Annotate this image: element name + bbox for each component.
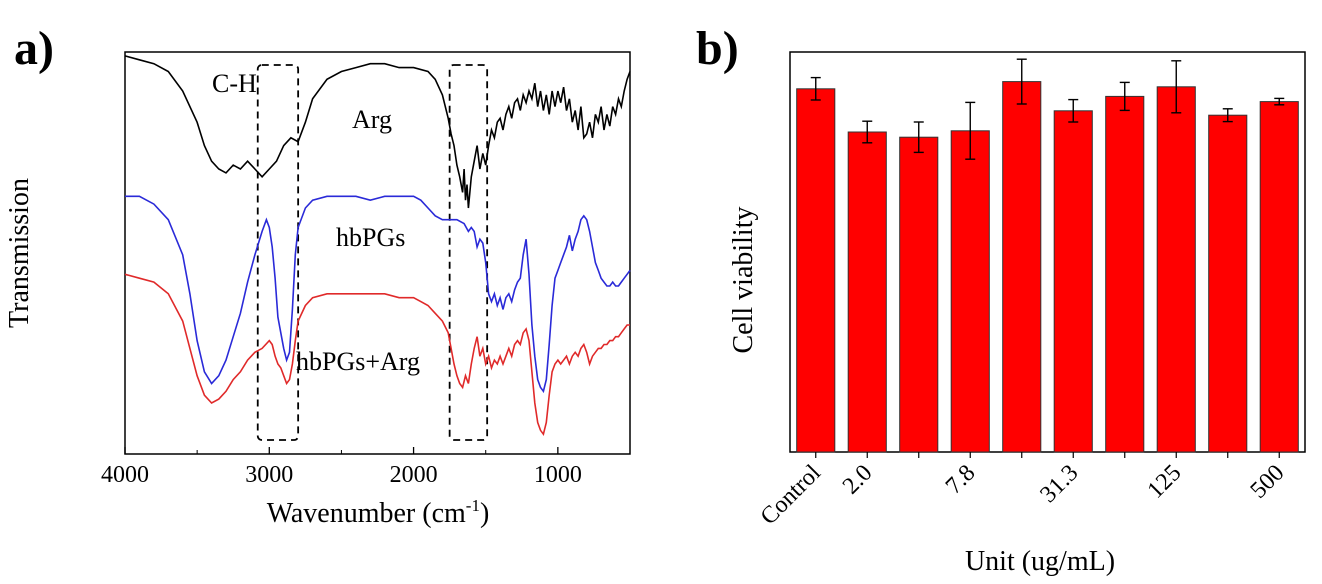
highlight-boxes <box>256 64 489 441</box>
ftir-x-ticks: 4000 3000 2000 1000 <box>101 447 631 488</box>
bar <box>899 136 939 453</box>
x-tick-label: 4000 <box>101 462 149 488</box>
spectrum-line <box>125 195 631 394</box>
x-tick-label: 125 <box>1143 460 1187 504</box>
x-tick-label: 1000 <box>534 462 582 488</box>
bar <box>1156 86 1196 453</box>
ftir-plot-frame <box>124 51 631 455</box>
ftir-chart: 4000 3000 2000 1000 C-H Arg hbPGs hbPGs+Arg… <box>4 51 631 529</box>
x-tick-label: 31.3 <box>1035 460 1083 508</box>
label-hbpgs-arg: hbPGs+Arg <box>296 347 420 376</box>
viability-plot-frame <box>789 51 1306 453</box>
bar <box>1002 81 1042 453</box>
spectra-series <box>124 55 631 437</box>
bar <box>1208 114 1248 453</box>
panel-a-label: a) <box>14 22 54 75</box>
x-tick-label: 2.0 <box>838 460 878 500</box>
viability-y-axis-title: Cell viability <box>728 207 759 354</box>
label-hbpgs: hbPGs <box>336 223 405 252</box>
bar <box>950 130 990 453</box>
highlight-box <box>448 64 489 441</box>
spectrum-line <box>124 273 630 437</box>
viability-x-ticks: Control 2.0 7.8 31.3 125 500 <box>756 452 1290 530</box>
bar <box>796 88 836 453</box>
bar <box>847 131 887 453</box>
highlight-box <box>256 64 300 441</box>
x-tick-label: 3000 <box>245 462 293 488</box>
viability-chart: Control 2.0 7.8 31.3 125 500 Cell viability U… <box>728 51 1306 577</box>
x-tick-label: 2000 <box>390 462 438 488</box>
ch-annotation: C-H <box>212 69 257 98</box>
ftir-y-axis-title: Transmission <box>4 178 35 328</box>
x-tick-label: 7.8 <box>941 460 981 500</box>
viability-bars <box>796 81 1299 453</box>
panel-b-label: b) <box>696 22 739 75</box>
label-arg: Arg <box>352 105 392 134</box>
ftir-x-axis-title: Wavenumber (cm-1) <box>267 496 490 529</box>
bar <box>1053 110 1093 453</box>
x-tick-label: 500 <box>1246 460 1290 504</box>
viability-error-bars <box>810 58 1285 160</box>
spectrum-line <box>124 55 631 209</box>
viability-x-axis-title: Unit (ug/mL) <box>965 546 1115 577</box>
bar <box>1105 95 1145 453</box>
bar <box>1259 101 1299 453</box>
x-tick-label: Control <box>756 460 826 530</box>
